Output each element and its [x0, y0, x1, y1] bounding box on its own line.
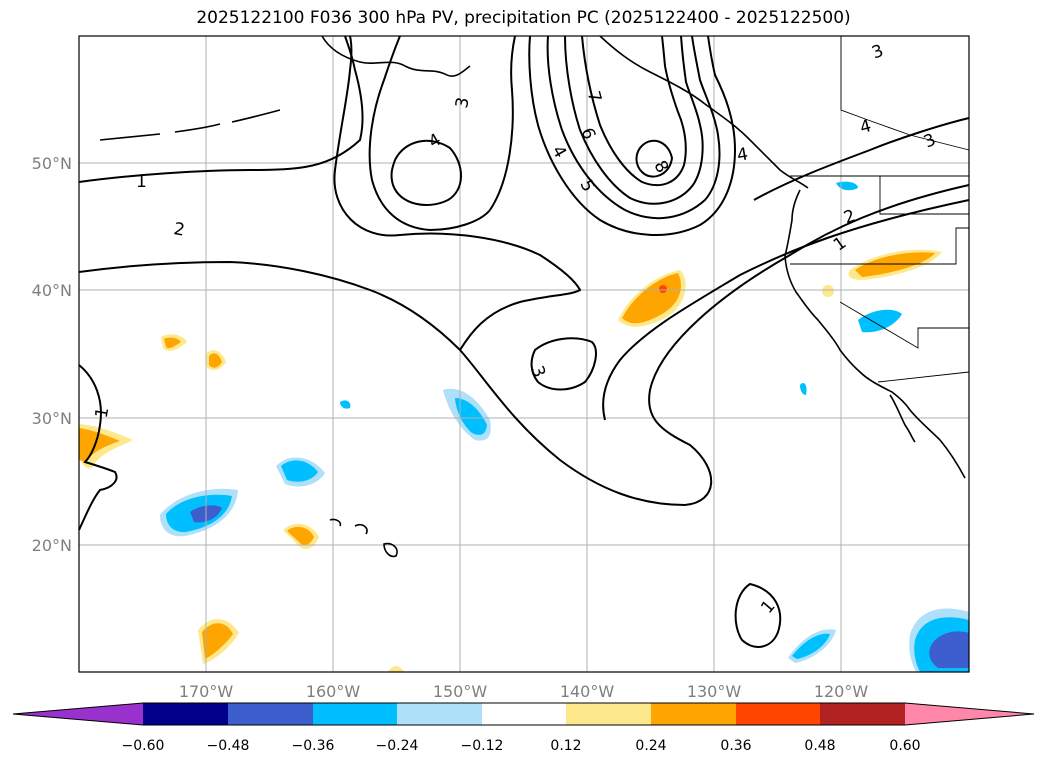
lat-label-50n: 50°N: [32, 154, 72, 173]
lat-label-30n: 30°N: [32, 409, 72, 428]
map-frame: [78, 35, 970, 673]
colorbar-tick-label-7: 0.24: [635, 738, 666, 754]
precip-neg-blob-6: [858, 309, 902, 333]
contour-3-mid: [489, 35, 516, 211]
contour-label-1-left: 1: [92, 406, 114, 420]
contour-6: [564, 35, 704, 205]
precip-blob-bottom-edge: [388, 666, 404, 672]
contour-1-main: [78, 184, 970, 507]
contour-3-west: [368, 35, 491, 232]
colorbar-tick-label-2: −0.48: [207, 738, 250, 754]
colorbar-bin-9: [820, 703, 905, 725]
border-state-1: [879, 176, 969, 215]
lon-label-120w: 120°W: [814, 682, 869, 701]
contour-4-big: [528, 35, 737, 237]
pv-contours: [78, 35, 970, 648]
precip-blob-california-core: [855, 252, 935, 277]
graticule: [79, 36, 969, 672]
contour-1-north: [78, 35, 364, 183]
map-background: [79, 36, 969, 672]
lat-label-40n: 40°N: [32, 281, 72, 300]
coast-west-us: [784, 189, 966, 479]
colorbar-min-extend: [13, 703, 143, 725]
colorbar-bin-1: [143, 703, 228, 725]
precip-blob-coast: [822, 285, 834, 297]
precip-neg-blob-8-core: [792, 633, 830, 659]
colorbar-tick-label-9: 0.48: [804, 738, 835, 754]
coastlines: [99, 35, 966, 558]
border-bc-interior: [840, 36, 970, 151]
lon-label-170w: 170°W: [179, 682, 234, 701]
colorbar-bin-8: [736, 703, 820, 725]
colorbar-tick-label-1: −0.60: [122, 738, 165, 754]
contour-1-west: [78, 364, 118, 531]
colorbar-bin-2: [228, 703, 313, 725]
coast-hawaii: [329, 518, 398, 558]
colorbar-tick-label-5: −0.12: [461, 738, 504, 754]
border-state-2: [790, 227, 969, 265]
contour-3-closed: [530, 337, 597, 391]
contour-label-1-west: 1: [136, 172, 147, 192]
political-borders: [790, 36, 970, 383]
colorbar-outline: [12, 702, 1035, 726]
lon-label-160w: 160°W: [306, 682, 361, 701]
precip-blob-small-2-core: [209, 353, 222, 368]
contour-label-7: 7: [583, 89, 605, 105]
precip-blob-small-3-core: [287, 526, 314, 546]
colorbar-bin-4: [397, 703, 482, 725]
colorbar-bin-7: [651, 703, 736, 725]
contour-label-4-ne: 4: [736, 144, 750, 166]
coast-baja: [889, 394, 916, 443]
precip-neg-blob-4: [340, 400, 351, 409]
contour-label-2-left: 2: [172, 219, 186, 241]
contour-8: [635, 139, 674, 178]
precip-blob-west-edge-core: [79, 428, 120, 462]
coast-alaska-panhandle: [599, 35, 809, 189]
contour-label-3-north: 3: [452, 96, 474, 110]
contour-5: [546, 35, 721, 220]
colorbar-tick-label-4: −0.24: [376, 738, 419, 754]
colorbar-tick-label-3: −0.36: [292, 738, 335, 754]
lon-label-140w: 140°W: [560, 682, 615, 701]
contour-4-closed-west: [390, 139, 462, 206]
lat-label-20n: 20°N: [32, 536, 72, 555]
precip-blob-small-1-core: [164, 337, 181, 349]
longitude-labels: 170°W 160°W 150°W 140°W 130°W 120°W: [179, 682, 869, 701]
precip-neg-blob-2-core: [281, 460, 318, 482]
precip-negative: [160, 181, 969, 672]
colorbar: −0.60 −0.48 −0.36 −0.24 −0.12 0.12 0.24 …: [12, 702, 1035, 754]
contour-7: [581, 35, 687, 187]
contour-label-4-bc: 4: [858, 116, 874, 138]
colorbar-bin-5: [482, 703, 566, 725]
map-title: 2025122100 F036 300 hPa PV, precipitatio…: [196, 8, 851, 28]
colorbar-tick-label-10: 0.60: [889, 738, 920, 754]
coast-aleutians: [99, 109, 281, 141]
latitude-labels: 50°N 40°N 30°N 20°N: [32, 154, 72, 555]
precip-positive: [79, 249, 942, 672]
border-state-3: [839, 301, 969, 349]
contour-3-ne: [753, 117, 970, 201]
colorbar-tick-label-8: 0.36: [720, 738, 751, 754]
contour-1-south: [734, 582, 782, 648]
precip-neg-blob-9-max: [929, 631, 969, 668]
precip-blob-ne-pacific-max: [659, 285, 667, 293]
precip-neg-blob-7: [800, 383, 807, 395]
coast-alaska-peninsula: [321, 35, 471, 77]
contour-2: [333, 35, 582, 351]
precip-blob-ne-pacific-core: [622, 273, 681, 324]
colorbar-tick-label-6: 0.12: [550, 738, 581, 754]
colorbar-max-extend: [905, 703, 1034, 725]
border-us-mexico: [877, 371, 970, 383]
precip-blob-small-4-core: [202, 623, 233, 659]
precip-neg-blob-1-core: [455, 398, 487, 435]
lon-label-130w: 130°W: [687, 682, 742, 701]
lon-label-150w: 150°W: [433, 682, 488, 701]
colorbar-bin-6: [566, 703, 651, 725]
colorbar-bin-3: [313, 703, 397, 725]
contour-2-east: [602, 199, 970, 421]
